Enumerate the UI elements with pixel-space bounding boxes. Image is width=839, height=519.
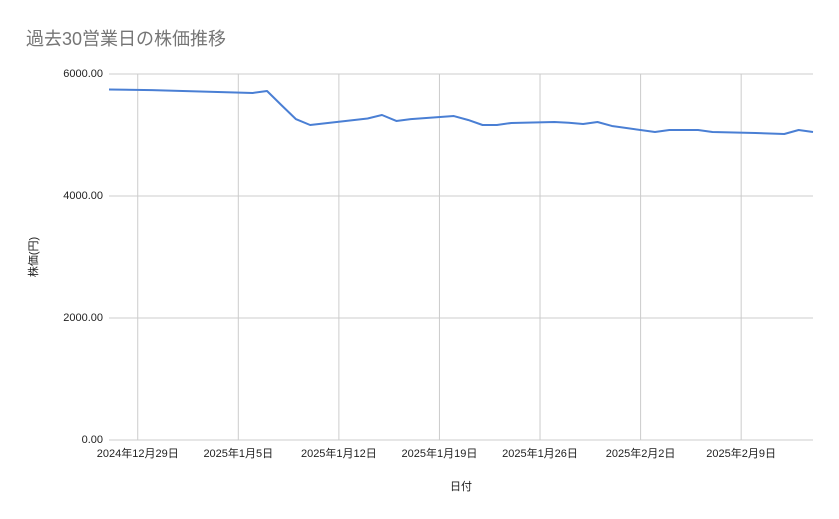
y-tick-label: 4000.00	[63, 190, 103, 202]
x-tick-label: 2025年1月5日	[203, 446, 273, 460]
x-tick-label: 2025年1月12日	[301, 446, 377, 460]
chart-title: 過去30営業日の株価推移	[26, 29, 226, 49]
y-axis-title: 株価(円)	[26, 237, 40, 277]
x-axis-title: 日付	[450, 480, 472, 493]
x-tick-label: 2024年12月29日	[97, 446, 179, 460]
data-line	[108, 88, 814, 136]
y-tick-label: 6000.00	[63, 68, 103, 80]
x-tick-label: 2025年1月26日	[502, 446, 578, 460]
y-tick-label: 2000.00	[63, 312, 103, 324]
x-tick-label: 2025年2月2日	[606, 446, 676, 460]
y-tick-label: 0.00	[82, 434, 103, 446]
x-tick-label: 2025年2月9日	[706, 446, 776, 460]
x-tick-label: 2025年1月19日	[402, 446, 478, 460]
